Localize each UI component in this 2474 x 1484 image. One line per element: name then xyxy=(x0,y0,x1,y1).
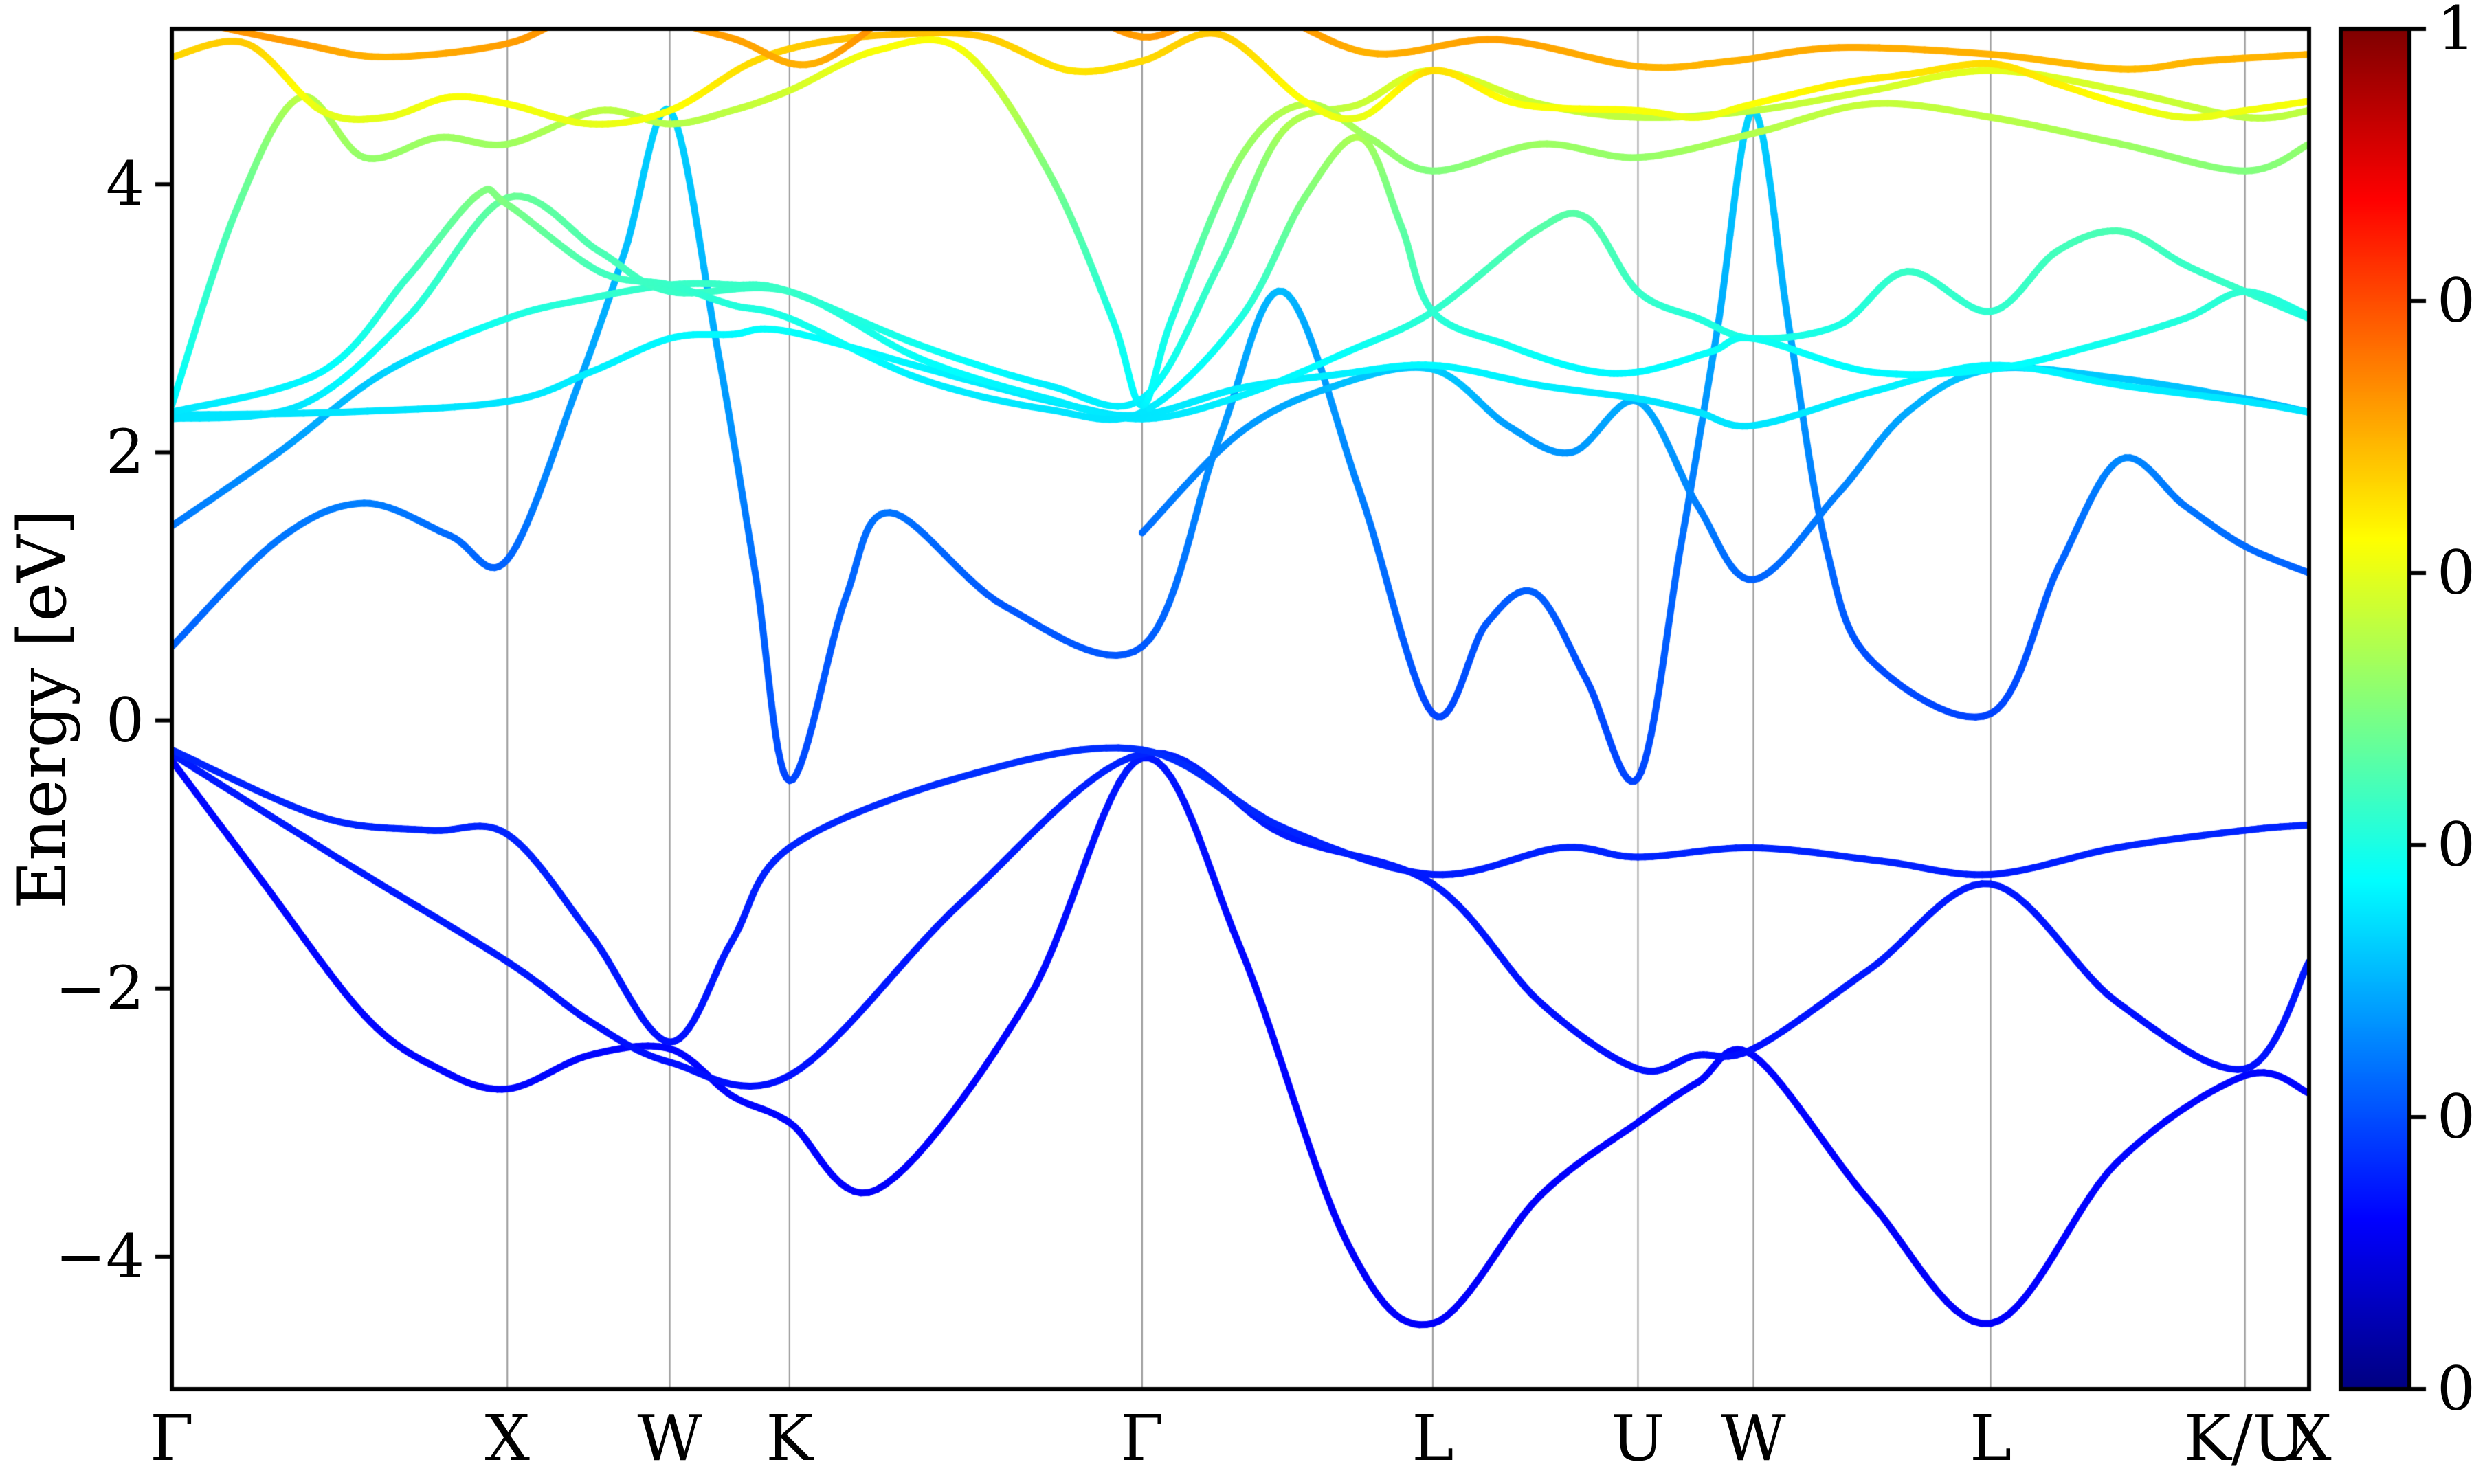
x-tick-label-kpoint: W xyxy=(1721,1402,1786,1475)
y-tick-label: −2 xyxy=(55,952,144,1024)
y-tick-label: 0 xyxy=(106,684,144,756)
x-tick-label-kpoint: X xyxy=(484,1402,531,1475)
x-tick-label-kpoint: L xyxy=(1412,1402,1454,1475)
y-tick-label: −4 xyxy=(55,1220,144,1292)
x-tick-label-kpoint: L xyxy=(1970,1402,2012,1475)
colorbar-tick-label: 0.4 xyxy=(2437,809,2474,880)
x-tick-label-kpoint: K/U xyxy=(2184,1402,2306,1475)
colorbar-tick-label: 0.6 xyxy=(2437,537,2474,608)
x-tick-label-kpoint: U xyxy=(1611,1402,1665,1475)
colorbar-tick-label: 0.0 xyxy=(2437,1353,2474,1424)
x-tick-label-kpoint: K xyxy=(766,1402,814,1475)
colorbar-tick-label: 0.2 xyxy=(2437,1081,2474,1152)
x-tick-label-kpoint: X xyxy=(2286,1402,2332,1475)
y-tick-label: 2 xyxy=(106,416,144,488)
y-tick-label: 4 xyxy=(106,148,144,220)
x-tick-label-kpoint: W xyxy=(637,1402,702,1475)
colorbar-tick-label: 0.8 xyxy=(2437,265,2474,336)
x-tick-label-kpoint: Γ xyxy=(1120,1402,1164,1475)
colorbar-tick-label: 1.0 xyxy=(2437,0,2474,64)
x-tick-label-kpoint: Γ xyxy=(150,1402,194,1475)
